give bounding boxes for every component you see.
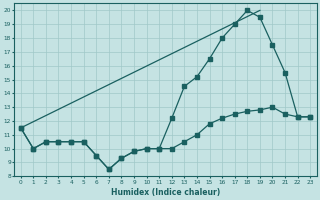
X-axis label: Humidex (Indice chaleur): Humidex (Indice chaleur): [111, 188, 220, 197]
